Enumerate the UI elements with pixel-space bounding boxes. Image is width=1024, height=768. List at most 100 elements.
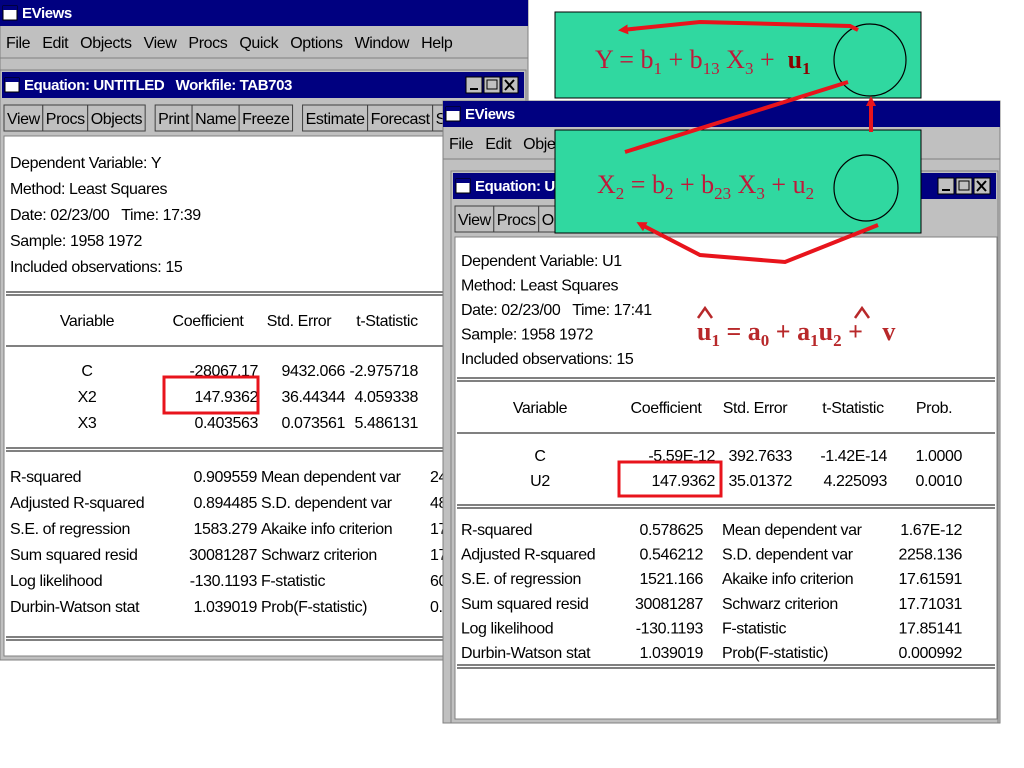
menu-item[interactable]: Window	[355, 35, 411, 52]
table-value: -2.975718	[350, 363, 419, 380]
toolbar-label[interactable]: Print	[158, 111, 190, 128]
column-header: t-Statistic	[356, 313, 418, 330]
stat-label: Adjusted R-squared	[10, 495, 144, 512]
output-pane	[454, 236, 998, 720]
equation-term: X	[597, 170, 616, 199]
table-value: 5.486131	[354, 415, 418, 432]
equation-term: + b	[662, 45, 703, 74]
toolbar-label[interactable]: View	[458, 212, 492, 229]
toolbar-button[interactable]	[87, 104, 146, 132]
equation-term: u	[697, 317, 711, 346]
menu-item[interactable]: File	[6, 35, 31, 52]
toolbar-button[interactable]	[3, 104, 44, 132]
column-header: Std. Error	[723, 400, 789, 417]
table-value: 4.225093	[823, 473, 887, 490]
header-line: Method: Least Squares	[10, 181, 167, 198]
arrow	[618, 19, 859, 35]
stat-label: Mean dependent var	[261, 469, 402, 486]
menu-item[interactable]: View	[144, 35, 178, 52]
menu-item[interactable]: File	[449, 136, 474, 153]
menu-item[interactable]: Edit	[485, 136, 512, 153]
toolbar-label[interactable]: Name	[195, 111, 237, 128]
stat-value: 30081287	[635, 596, 703, 613]
stat-label: Mean dependent var	[722, 522, 863, 539]
header-line: Sample: 1958 1972	[461, 327, 593, 344]
toolbar-label[interactable]: View	[7, 111, 41, 128]
table-value: -1.42E-14	[820, 448, 887, 465]
equation-subscript: 2	[665, 184, 674, 203]
toolbar-label[interactable]: Procs	[46, 111, 86, 128]
circle	[833, 154, 899, 222]
column-header: Std. Error	[267, 313, 333, 330]
toolbar-button[interactable]	[302, 104, 369, 132]
stat-label: Durbin-Watson stat	[461, 645, 591, 662]
equation-box	[554, 11, 922, 99]
equation-subscript: 2	[833, 331, 842, 350]
equation-subscript: 2	[806, 184, 815, 203]
equation: X2​ = b2​ + b23​ X3​ + u2​	[597, 170, 814, 203]
toolbar-label[interactable]: Procs	[497, 212, 537, 229]
table-value: 0.073561	[281, 415, 345, 432]
equation-term: X	[731, 170, 757, 199]
stat-value: -130.1193	[190, 573, 258, 590]
header-line: Date: 02/23/00 Time: 17:39	[10, 207, 201, 224]
output-pane	[3, 135, 447, 657]
max-glyph	[958, 180, 970, 191]
stat-value: 30081287	[189, 547, 257, 564]
stat-label: Sum squared resid	[10, 547, 138, 564]
equation-subscript: 2	[616, 184, 625, 203]
variable-name: X2	[78, 389, 97, 406]
equation-title-bar	[2, 72, 524, 98]
toolbar-button[interactable]	[154, 104, 193, 132]
menu-item[interactable]: Objects	[80, 35, 132, 52]
table-value: 147.9362	[651, 473, 715, 490]
app-icon-bar	[3, 6, 17, 10]
toolbar-button[interactable]	[367, 104, 434, 132]
variable-name: U2	[530, 473, 550, 490]
stat-value: 0.894485	[193, 495, 257, 512]
equation-subscript: 1	[802, 59, 811, 78]
equation-subscript: 1	[711, 331, 720, 350]
menu-item[interactable]: Options	[290, 35, 343, 52]
toolbar-label[interactable]: Objects	[91, 111, 143, 128]
stat-label: R-squared	[461, 522, 532, 539]
equation: Y = b1​ + b13​ X3​ + u1​	[595, 45, 811, 78]
max-glyph	[486, 79, 498, 90]
header-line: Included observations: 15	[10, 259, 183, 276]
stat-label: S.E. of regression	[10, 521, 130, 538]
menu-item[interactable]: Procs	[188, 35, 228, 52]
menu-item[interactable]: Edit	[42, 35, 69, 52]
column-header: t-Statistic	[822, 400, 884, 417]
app-title-bar	[0, 0, 528, 26]
stat-value: 2258.136	[898, 547, 962, 564]
highlight-box	[617, 460, 723, 498]
toolbar-button[interactable]	[454, 205, 495, 233]
menu-item[interactable]: Help	[421, 35, 453, 52]
equation-subscript: 23	[714, 184, 731, 203]
menu-item[interactable]: Objec	[523, 136, 564, 153]
table-value: 147.9362	[194, 389, 258, 406]
stat-label: Schwarz criterion	[261, 547, 377, 564]
table-value: 1.0000	[915, 448, 962, 465]
variable-name: C	[81, 363, 92, 380]
stat-label: F-statistic	[722, 620, 786, 637]
stat-value: 0.000992	[898, 645, 962, 662]
stat-value: 1521.166	[639, 571, 703, 588]
toolbar-label[interactable]: Forecast	[371, 111, 431, 128]
toolbar-button[interactable]	[238, 104, 294, 132]
connector	[624, 80, 849, 154]
stat-value: 17.71031	[898, 596, 962, 613]
toolbar-button[interactable]	[493, 205, 540, 233]
equation-term: X	[720, 45, 746, 74]
toolbar-label[interactable]: Freeze	[242, 111, 290, 128]
close-glyph	[504, 79, 515, 91]
equation-term: Y = b	[595, 45, 653, 74]
app-icon-bar	[446, 107, 460, 111]
toolbar-button[interactable]	[42, 104, 89, 132]
hat	[853, 305, 871, 319]
toolbar-label[interactable]: Estimate	[306, 111, 366, 128]
menu-item[interactable]: Quick	[239, 35, 280, 52]
equation-subscript: 13	[703, 59, 720, 78]
stat-value: 0.909559	[193, 469, 257, 486]
